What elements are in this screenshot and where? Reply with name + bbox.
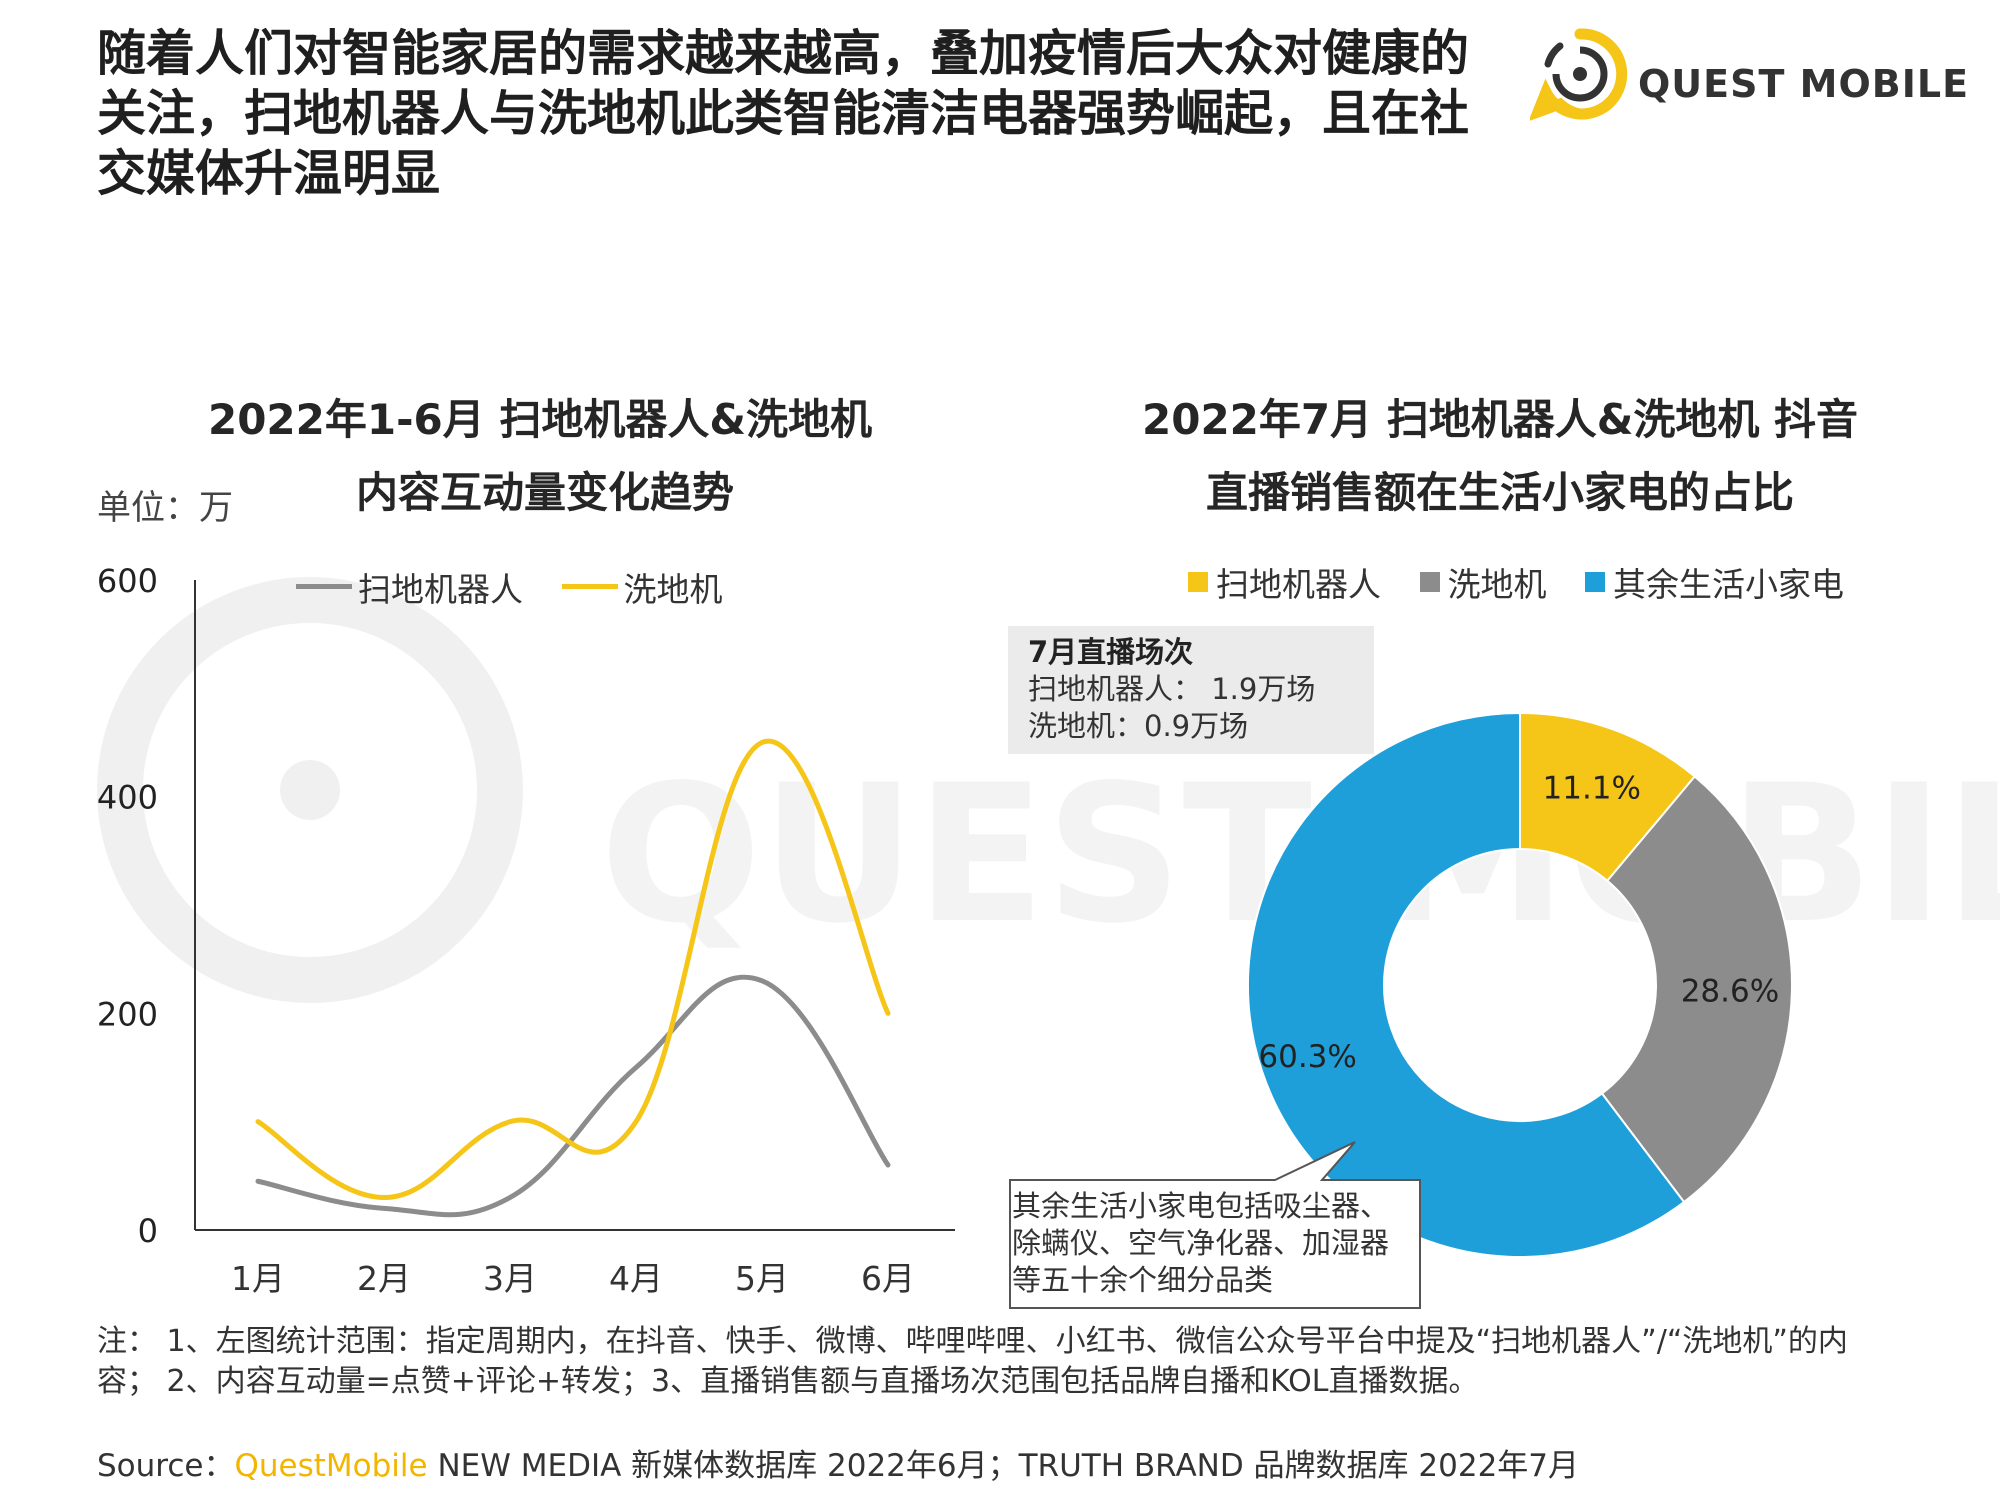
line-chart: 0 200 400 600 1月 2月 3月 4月 5月 6月 — [97, 562, 955, 1298]
pie-legend-item-other: 其余生活小家电 — [1585, 558, 1844, 606]
unit-label: 单位：万 — [97, 488, 233, 528]
info-box-robot-sessions: 扫地机器人： 1.9万场 — [1028, 672, 1316, 706]
pie-legend-swatch-floor-washer — [1419, 572, 1440, 592]
donut-label-robot: 11.1% — [1543, 771, 1641, 807]
pie-legend-label-other: 其余生活小家电 — [1613, 565, 1844, 604]
legend-label-robot: 扫地机器人 — [358, 569, 523, 609]
left-chart-title-line1: 2022年1-6月 扫地机器人&洗地机 — [207, 395, 873, 444]
pie-legend-label-robot: 扫地机器人 — [1216, 565, 1381, 604]
info-box-title: 7月直播场次 — [1028, 635, 1194, 669]
x-tick-label: 2月 — [357, 1259, 411, 1298]
pie-legend-swatch-robot — [1188, 572, 1208, 592]
legend-item-floor-washer: 洗地机 — [561, 563, 723, 611]
questmobile-logo: QUEST MOBILE — [1530, 24, 1968, 124]
x-tick-label: 1月 — [231, 1259, 285, 1298]
page-headline: 随着人们对智能家居的需求越来越高，叠加疫情后大众对健康的关注，扫地机器人与洗地机… — [97, 25, 1470, 202]
left-chart-title-line2: 内容互动量变化趋势 — [355, 468, 734, 517]
y-tick-label: 200 — [97, 995, 158, 1033]
legend-item-robot: 扫地机器人 — [296, 563, 523, 611]
x-tick-label: 6月 — [861, 1259, 915, 1298]
pie-legend-swatch-other — [1585, 572, 1605, 592]
y-tick-label: 0 — [138, 1212, 158, 1250]
donut-chart: 11.1% 28.6% 60.3% — [1247, 711, 1793, 1258]
logo-icon — [1530, 28, 1628, 121]
pie-legend-item-floor-washer: 洗地机 — [1419, 558, 1547, 606]
info-box-floor-washer-sessions: 洗地机：0.9万场 — [1028, 709, 1249, 743]
source-line: Source：QuestMobile NEW MEDIA 新媒体数据库 2022… — [97, 1440, 1579, 1485]
legend-swatch-robot — [296, 584, 352, 589]
donut-slice-floor-washer — [1600, 775, 1793, 1204]
legend-label-floor-washer: 洗地机 — [623, 569, 723, 609]
right-chart-title-line2: 直播销售额在生活小家电的占比 — [1205, 468, 1794, 517]
x-tick-label: 5月 — [735, 1259, 789, 1298]
right-chart-title-line1: 2022年7月 扫地机器人&洗地机 抖音 — [1142, 395, 1858, 444]
left-chart-legend: 扫地机器人 洗地机 — [296, 558, 751, 611]
source-rest: NEW MEDIA 新媒体数据库 2022年6月；TRUTH BRAND 品牌数… — [427, 1448, 1580, 1484]
source-brand: QuestMobile — [234, 1448, 428, 1484]
callout-box — [1009, 1141, 1421, 1309]
donut-label-floor-washer: 28.6% — [1681, 973, 1779, 1009]
source-prefix: Source： — [97, 1448, 235, 1484]
right-chart-legend: 扫地机器人 洗地机 其余生活小家电 — [1188, 558, 1872, 606]
y-tick-label: 400 — [97, 779, 158, 817]
logo-text: QUEST MOBILE — [1638, 62, 1970, 106]
y-tick-label: 600 — [97, 562, 158, 600]
x-tick-label: 4月 — [609, 1259, 663, 1298]
live-sessions-info-box: 7月直播场次 扫地机器人： 1.9万场 洗地机：0.9万场 — [1008, 626, 1374, 754]
x-tick-label: 3月 — [483, 1259, 537, 1298]
donut-label-other: 60.3% — [1258, 1039, 1356, 1075]
callout-text: 其余生活小家电包括吸尘器、除螨仪、空气净化器、加湿器等五十余个细分品类 — [1012, 1189, 1390, 1297]
legend-swatch-floor-washer — [561, 584, 618, 589]
pie-legend-item-robot: 扫地机器人 — [1188, 558, 1381, 606]
footnote: 注： 1、左图统计范围：指定周期内，在抖音、快手、微博、哔哩哔哩、小红书、微信公… — [97, 1324, 1848, 1399]
pie-legend-label-floor-washer: 洗地机 — [1447, 565, 1547, 604]
series-line-floor-washer — [255, 738, 891, 1201]
series-line-robot — [255, 974, 891, 1218]
